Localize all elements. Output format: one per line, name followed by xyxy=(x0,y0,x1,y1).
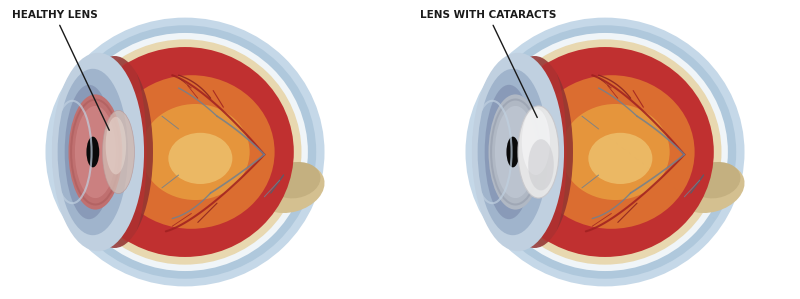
Ellipse shape xyxy=(478,69,548,235)
Ellipse shape xyxy=(506,137,519,167)
Ellipse shape xyxy=(65,85,114,219)
Ellipse shape xyxy=(108,62,146,242)
Ellipse shape xyxy=(54,25,316,279)
Ellipse shape xyxy=(518,106,559,198)
Ellipse shape xyxy=(466,18,745,286)
Ellipse shape xyxy=(495,106,536,198)
Ellipse shape xyxy=(675,163,745,213)
Ellipse shape xyxy=(522,109,550,175)
Ellipse shape xyxy=(76,56,153,248)
Ellipse shape xyxy=(76,47,294,257)
Ellipse shape xyxy=(588,133,652,184)
Ellipse shape xyxy=(472,53,564,251)
Ellipse shape xyxy=(52,53,144,251)
Ellipse shape xyxy=(46,18,325,286)
Ellipse shape xyxy=(489,39,722,265)
Ellipse shape xyxy=(108,75,274,229)
Ellipse shape xyxy=(86,137,99,167)
Text: HEALTHY LENS: HEALTHY LENS xyxy=(12,10,110,130)
Ellipse shape xyxy=(270,162,321,198)
Ellipse shape xyxy=(62,33,308,271)
Ellipse shape xyxy=(102,110,134,193)
Ellipse shape xyxy=(482,33,728,271)
Ellipse shape xyxy=(255,163,325,213)
Ellipse shape xyxy=(168,133,232,184)
Ellipse shape xyxy=(496,56,573,248)
Ellipse shape xyxy=(528,62,566,242)
Ellipse shape xyxy=(69,94,122,210)
Text: LENS WITH CATARACTS: LENS WITH CATARACTS xyxy=(420,10,556,118)
Ellipse shape xyxy=(75,106,116,198)
Ellipse shape xyxy=(528,139,554,190)
Ellipse shape xyxy=(58,69,128,235)
Ellipse shape xyxy=(690,162,741,198)
Ellipse shape xyxy=(106,117,126,174)
Ellipse shape xyxy=(489,94,542,210)
Ellipse shape xyxy=(485,85,534,219)
Ellipse shape xyxy=(474,25,736,279)
Ellipse shape xyxy=(496,47,714,257)
Ellipse shape xyxy=(141,104,250,200)
Ellipse shape xyxy=(561,104,670,200)
Ellipse shape xyxy=(69,39,302,265)
Ellipse shape xyxy=(528,75,694,229)
